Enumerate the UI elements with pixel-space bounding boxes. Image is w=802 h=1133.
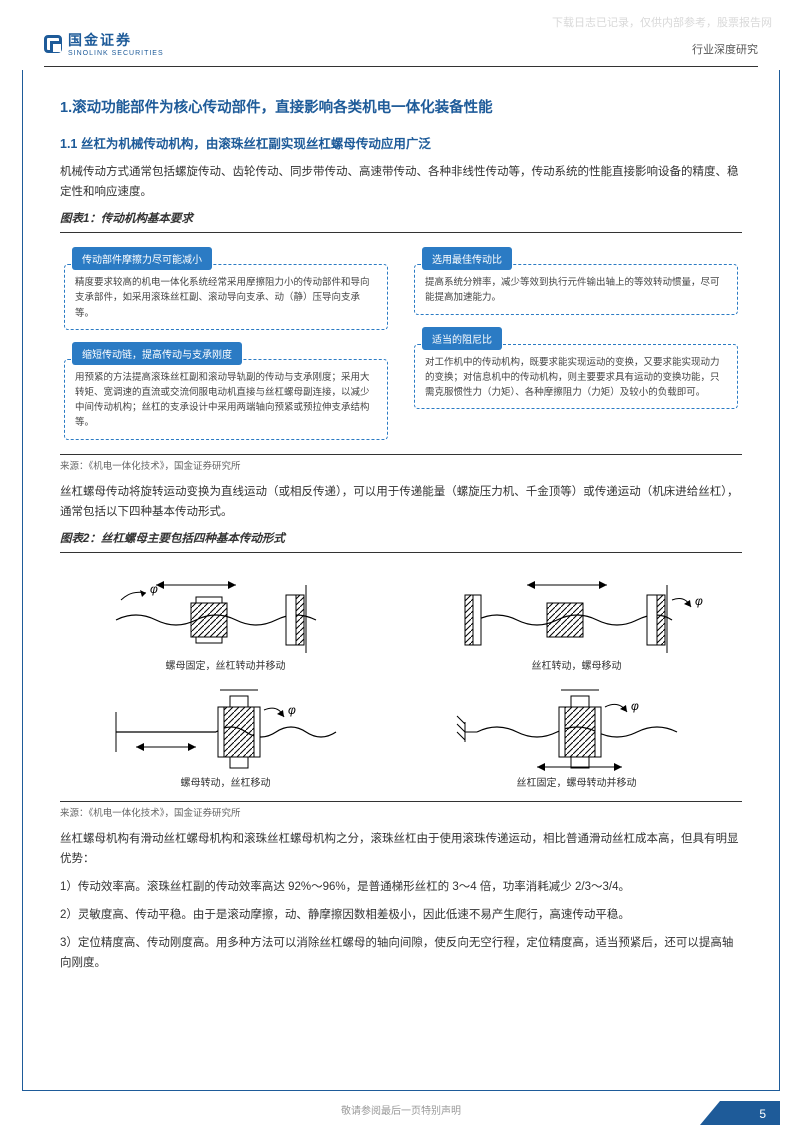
mech-diagram-2: φ 丝杠转动，螺母移动 (421, 565, 732, 672)
page-header: 国金证券 SINOLINK SECURITIES 行业深度研究 (0, 30, 802, 57)
mech-diagram-1: φ 螺母固定，丝杠转动并移动 (70, 565, 381, 672)
box-4: 对工作机中的传动机构，既要求能实现运动的变换，又要求能实现动力的变换；对信息机中… (414, 344, 738, 410)
svg-text:φ: φ (288, 703, 296, 717)
mech-diagram-4: φ 丝杠固定，螺母转动并移动 (421, 682, 732, 789)
header-rule (44, 66, 758, 67)
figure1-source: 来源：《机电一体化技术》，国金证券研究所 (60, 454, 742, 472)
mech-label-2: 丝杠转动，螺母移动 (532, 657, 622, 672)
watermark: 下载日志已记录，仅供内部参考，股票报告网 (552, 14, 772, 30)
border-left (22, 70, 23, 1091)
figure2-title: 图表2：丝杠螺母主要包括四种基本传动形式 (60, 530, 742, 546)
badge-2: 选用最佳传动比 (422, 247, 512, 270)
doc-type: 行业深度研究 (692, 41, 758, 57)
svg-text:φ: φ (695, 594, 703, 608)
figure2-source: 来源：《机电一体化技术》，国金证券研究所 (60, 801, 742, 819)
logo: 国金证券 SINOLINK SECURITIES (44, 30, 164, 57)
mech-label-1: 螺母固定，丝杠转动并移动 (166, 657, 286, 672)
logo-icon (44, 35, 62, 53)
paragraph-intro: 机械传动方式通常包括螺旋传动、齿轮传动、同步带传动、高速带传动、各种非线性传动等… (60, 162, 742, 202)
box-2: 提高系统分辨率，减少等效到执行元件输出轴上的等效转动惯量，尽可能提高加速能力。 (414, 264, 738, 314)
box-3: 用预紧的方法提高滚珠丝杠副和滚动导轨副的传动与支承刚度；采用大转矩、宽调速的直流… (64, 359, 388, 440)
bullet-3: 3）定位精度高、传动刚度高。用多种方法可以消除丝杠螺母的轴向间隙，使反向无空行程… (60, 933, 742, 973)
logo-cn: 国金证券 (68, 30, 164, 50)
phi-label: φ (150, 582, 158, 596)
footer-text: 敬请参阅最后一页特别声明 (0, 1102, 802, 1117)
paragraph-2: 丝杠螺母传动将旋转运动变换为直线运动（或相反传递），可以用于传递能量（螺旋压力机… (60, 482, 742, 522)
figure1-title: 图表1：传动机构基本要求 (60, 210, 742, 226)
badge-4: 适当的阻尼比 (422, 327, 502, 350)
page-number: 5 (759, 1107, 766, 1121)
heading-2: 1.1 丝杠为机械传动机构，由滚珠丝杠副实现丝杠螺母传动应用广泛 (60, 133, 742, 152)
svg-text:φ: φ (631, 699, 639, 713)
figure2-chart: φ 螺母固定，丝杠转动并移动 φ 丝杠转动，螺母移动 (60, 559, 742, 795)
bullet-1: 1）传动效率高。滚珠丝杠副的传动效率高达 92%～96%，是普通梯形丝杠的 3～… (60, 877, 742, 897)
logo-en: SINOLINK SECURITIES (68, 50, 164, 57)
mech-diagram-3: φ 螺母转动，丝杠移动 (70, 682, 381, 789)
content-area: 1.滚动功能部件为核心传动部件，直接影响各类机电一体化装备性能 1.1 丝杠为机… (60, 96, 742, 982)
mech-label-3: 螺母转动，丝杠移动 (181, 774, 271, 789)
border-bottom (22, 1090, 780, 1091)
page-bg (720, 1101, 780, 1125)
figure2-rule (60, 552, 742, 553)
heading-1: 1.滚动功能部件为核心传动部件，直接影响各类机电一体化装备性能 (60, 96, 742, 117)
badge-3: 缩短传动链，提高传动与支承刚度 (72, 342, 242, 365)
badge-1: 传动部件摩擦力尽可能减小 (72, 247, 212, 270)
figure1-chart: 传动部件摩擦力尽可能减小 精度要求较高的机电一体化系统经常采用摩擦阻力小的传动部… (60, 239, 742, 447)
box-1: 精度要求较高的机电一体化系统经常采用摩擦阻力小的传动部件和导向支承部件，如采用滚… (64, 264, 388, 330)
bullet-2: 2）灵敏度高、传动平稳。由于是滚动摩擦，动、静摩擦因数相差极小，因此低速不易产生… (60, 905, 742, 925)
paragraph-3: 丝杠螺母机构有滑动丝杠螺母机构和滚珠丝杠螺母机构之分，滚珠丝杠由于使用滚珠传递运… (60, 829, 742, 869)
figure1-rule (60, 232, 742, 233)
mech-label-4: 丝杠固定，螺母转动并移动 (517, 774, 637, 789)
page-triangle (700, 1101, 720, 1125)
border-right (779, 70, 780, 1091)
